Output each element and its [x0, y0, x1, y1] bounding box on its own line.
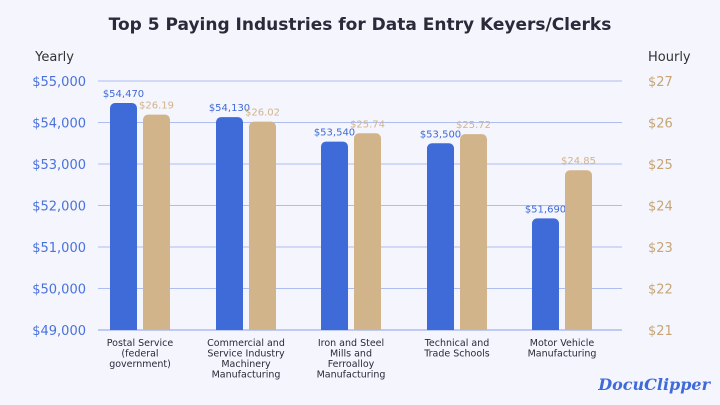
left-tick-label: $51,000: [32, 241, 86, 256]
right-tick-label: $26: [648, 117, 673, 132]
bar-base: [216, 325, 243, 330]
left-tick-label: $49,000: [32, 324, 86, 339]
left-tick-label: $50,000: [32, 283, 86, 298]
hourly-bar: [143, 114, 170, 331]
category-label-line: Technical and: [424, 338, 490, 349]
left-tick-label: $54,000: [32, 117, 86, 132]
category-label: Postal Service (federal government): [107, 338, 174, 370]
category-label-line: Ferroalloy: [328, 359, 375, 370]
right-tick-label: $23: [648, 241, 673, 256]
data-label: $53,540: [314, 128, 355, 139]
bar-base: [460, 325, 487, 330]
chart-title: Top 5 Paying Industries for Data Entry K…: [109, 15, 612, 35]
docuclipper-logo: DocuClipper: [597, 375, 711, 394]
bar-base: [565, 325, 592, 330]
category-label-line: Iron and Steel: [318, 338, 384, 349]
category-label: Motor Vehicle Manufacturing: [528, 338, 597, 360]
category-label: Commercial and Service Industry Machinery M…: [207, 338, 285, 381]
category-label-line: Manufacturing: [528, 349, 597, 360]
category-label-line: Manufacturing: [212, 370, 281, 381]
yearly-bar: [110, 102, 137, 331]
hourly-bar: [249, 121, 276, 330]
right-tick-label: $24: [648, 200, 673, 215]
hourly-bar: [565, 170, 592, 330]
yearly-bar: [427, 143, 454, 330]
bar-base: [110, 325, 137, 330]
bar-base: [354, 325, 381, 330]
left-tick-label: $55,000: [32, 75, 86, 90]
category-label-line: Machinery: [221, 359, 271, 370]
data-label: $53,500: [420, 129, 461, 140]
bar-base: [249, 325, 276, 330]
yearly-bar: [321, 141, 348, 330]
category-label-line: Manufacturing: [317, 370, 386, 381]
right-tick-label: $27: [648, 75, 673, 90]
hourly-bar: [460, 134, 487, 330]
category-label: Iron and Steel Mills and Ferroalloy Manufac…: [317, 338, 386, 381]
data-label: $51,690: [525, 204, 566, 215]
category-label-line: Service Industry: [207, 349, 285, 360]
left-tick-label: $53,000: [32, 158, 86, 173]
right-tick-label: $25: [648, 158, 673, 173]
data-label: $26.19: [139, 101, 174, 112]
category-label-line: Motor Vehicle: [530, 338, 595, 349]
yearly-bar: [532, 218, 559, 330]
category-label-line: (federal: [121, 349, 158, 360]
right-tick-label: $21: [648, 324, 673, 339]
category-label-line: Commercial and: [207, 338, 285, 349]
category-label: Technical and Trade Schools: [423, 338, 490, 360]
left-tick-label: $52,000: [32, 200, 86, 215]
data-label: $54,130: [209, 103, 250, 114]
bar-base: [321, 325, 348, 330]
data-label: $25.72: [456, 120, 491, 131]
category-label-line: Mills and: [330, 349, 372, 360]
category-label-line: government): [109, 359, 171, 370]
yearly-bar: [216, 117, 243, 330]
data-label: $54,470: [103, 89, 144, 100]
category-label-line: Postal Service: [107, 338, 174, 349]
hourly-bar: [354, 133, 381, 330]
bar-base: [143, 325, 170, 330]
left-axis-label: Yearly: [34, 50, 74, 65]
data-label: $26.02: [245, 108, 280, 119]
category-label-line: Trade Schools: [423, 349, 490, 360]
right-axis-label: Hourly: [648, 50, 691, 65]
right-tick-label: $22: [648, 283, 673, 298]
data-label: $25.74: [350, 119, 385, 130]
bar-base: [532, 325, 559, 330]
bar-base: [427, 325, 454, 330]
data-label: $24.85: [561, 156, 596, 167]
